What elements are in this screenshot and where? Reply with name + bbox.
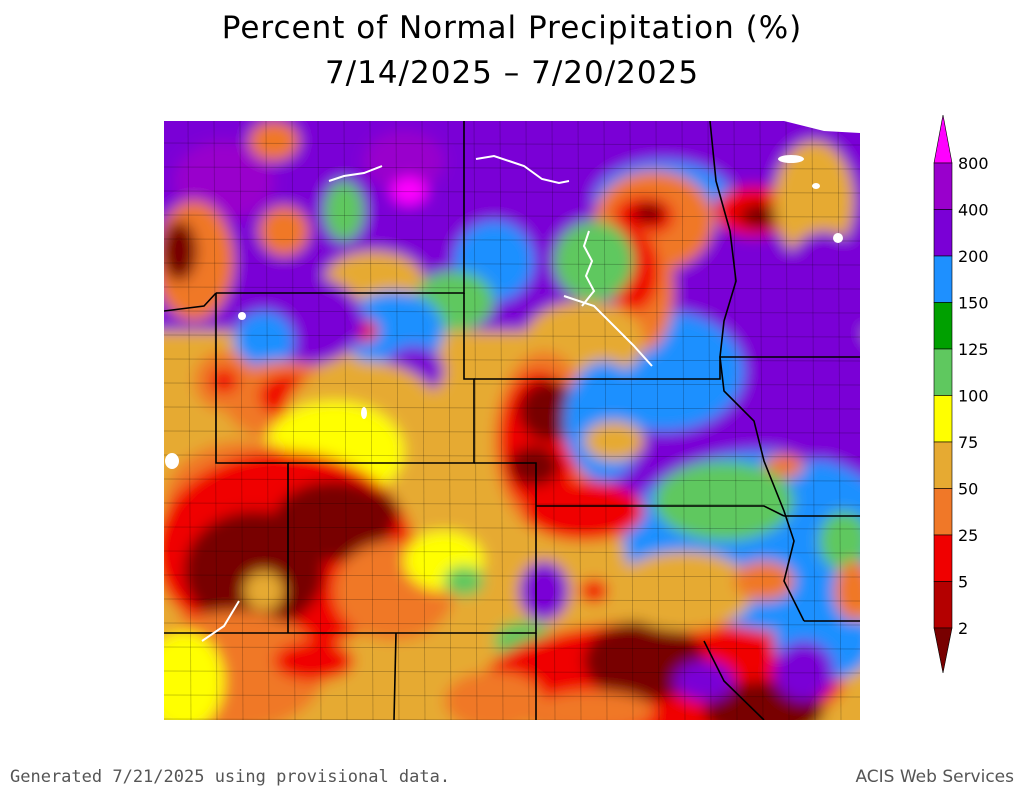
legend-top-arrow — [933, 114, 953, 164]
legend-label: 5 — [958, 573, 968, 592]
legend-swatch — [933, 162, 953, 210]
legend-swatch — [933, 255, 953, 303]
county-boundaries — [164, 121, 860, 720]
legend-label: 125 — [958, 340, 989, 359]
source-credit: ACIS Web Services — [855, 767, 1014, 787]
legend-label: 25 — [958, 526, 978, 545]
map-title: Percent of Normal Precipitation (%) — [221, 10, 803, 46]
legend-swatch — [933, 534, 953, 582]
legend-swatch — [933, 488, 953, 536]
legend-swatch — [933, 348, 953, 396]
legend-bottom-arrow — [933, 627, 953, 674]
legend-swatch — [933, 395, 953, 443]
legend-swatch — [933, 441, 953, 489]
legend-label: 800 — [958, 154, 989, 173]
lakes — [165, 121, 860, 469]
legend-label: 100 — [958, 387, 989, 406]
precipitation-field — [164, 121, 860, 720]
legend-swatch — [933, 302, 953, 350]
legend-label: 400 — [958, 201, 989, 220]
map-svg — [164, 121, 860, 720]
legend-labels: 800 400 200 150 125 100 75 50 25 5 2 — [958, 154, 989, 638]
legend-label: 150 — [958, 294, 989, 313]
precipitation-map — [164, 121, 860, 720]
legend-label: 200 — [958, 247, 989, 266]
legend-label: 75 — [958, 433, 978, 452]
legend-svg: 800 400 200 150 125 100 75 50 25 5 2 — [933, 114, 989, 674]
legend-label: 50 — [958, 480, 978, 499]
generated-note: Generated 7/21/2025 using provisional da… — [10, 767, 451, 787]
water-features — [201, 154, 653, 642]
state-boundaries — [164, 121, 860, 720]
date-range: 7/14/2025 – 7/20/2025 — [324, 55, 700, 91]
legend-label: 2 — [958, 619, 968, 638]
legend-swatch — [933, 209, 953, 257]
legend-swatches — [933, 114, 953, 674]
color-scale-legend: 800 400 200 150 125 100 75 50 25 5 2 — [920, 114, 1020, 680]
legend-swatch — [933, 581, 953, 629]
